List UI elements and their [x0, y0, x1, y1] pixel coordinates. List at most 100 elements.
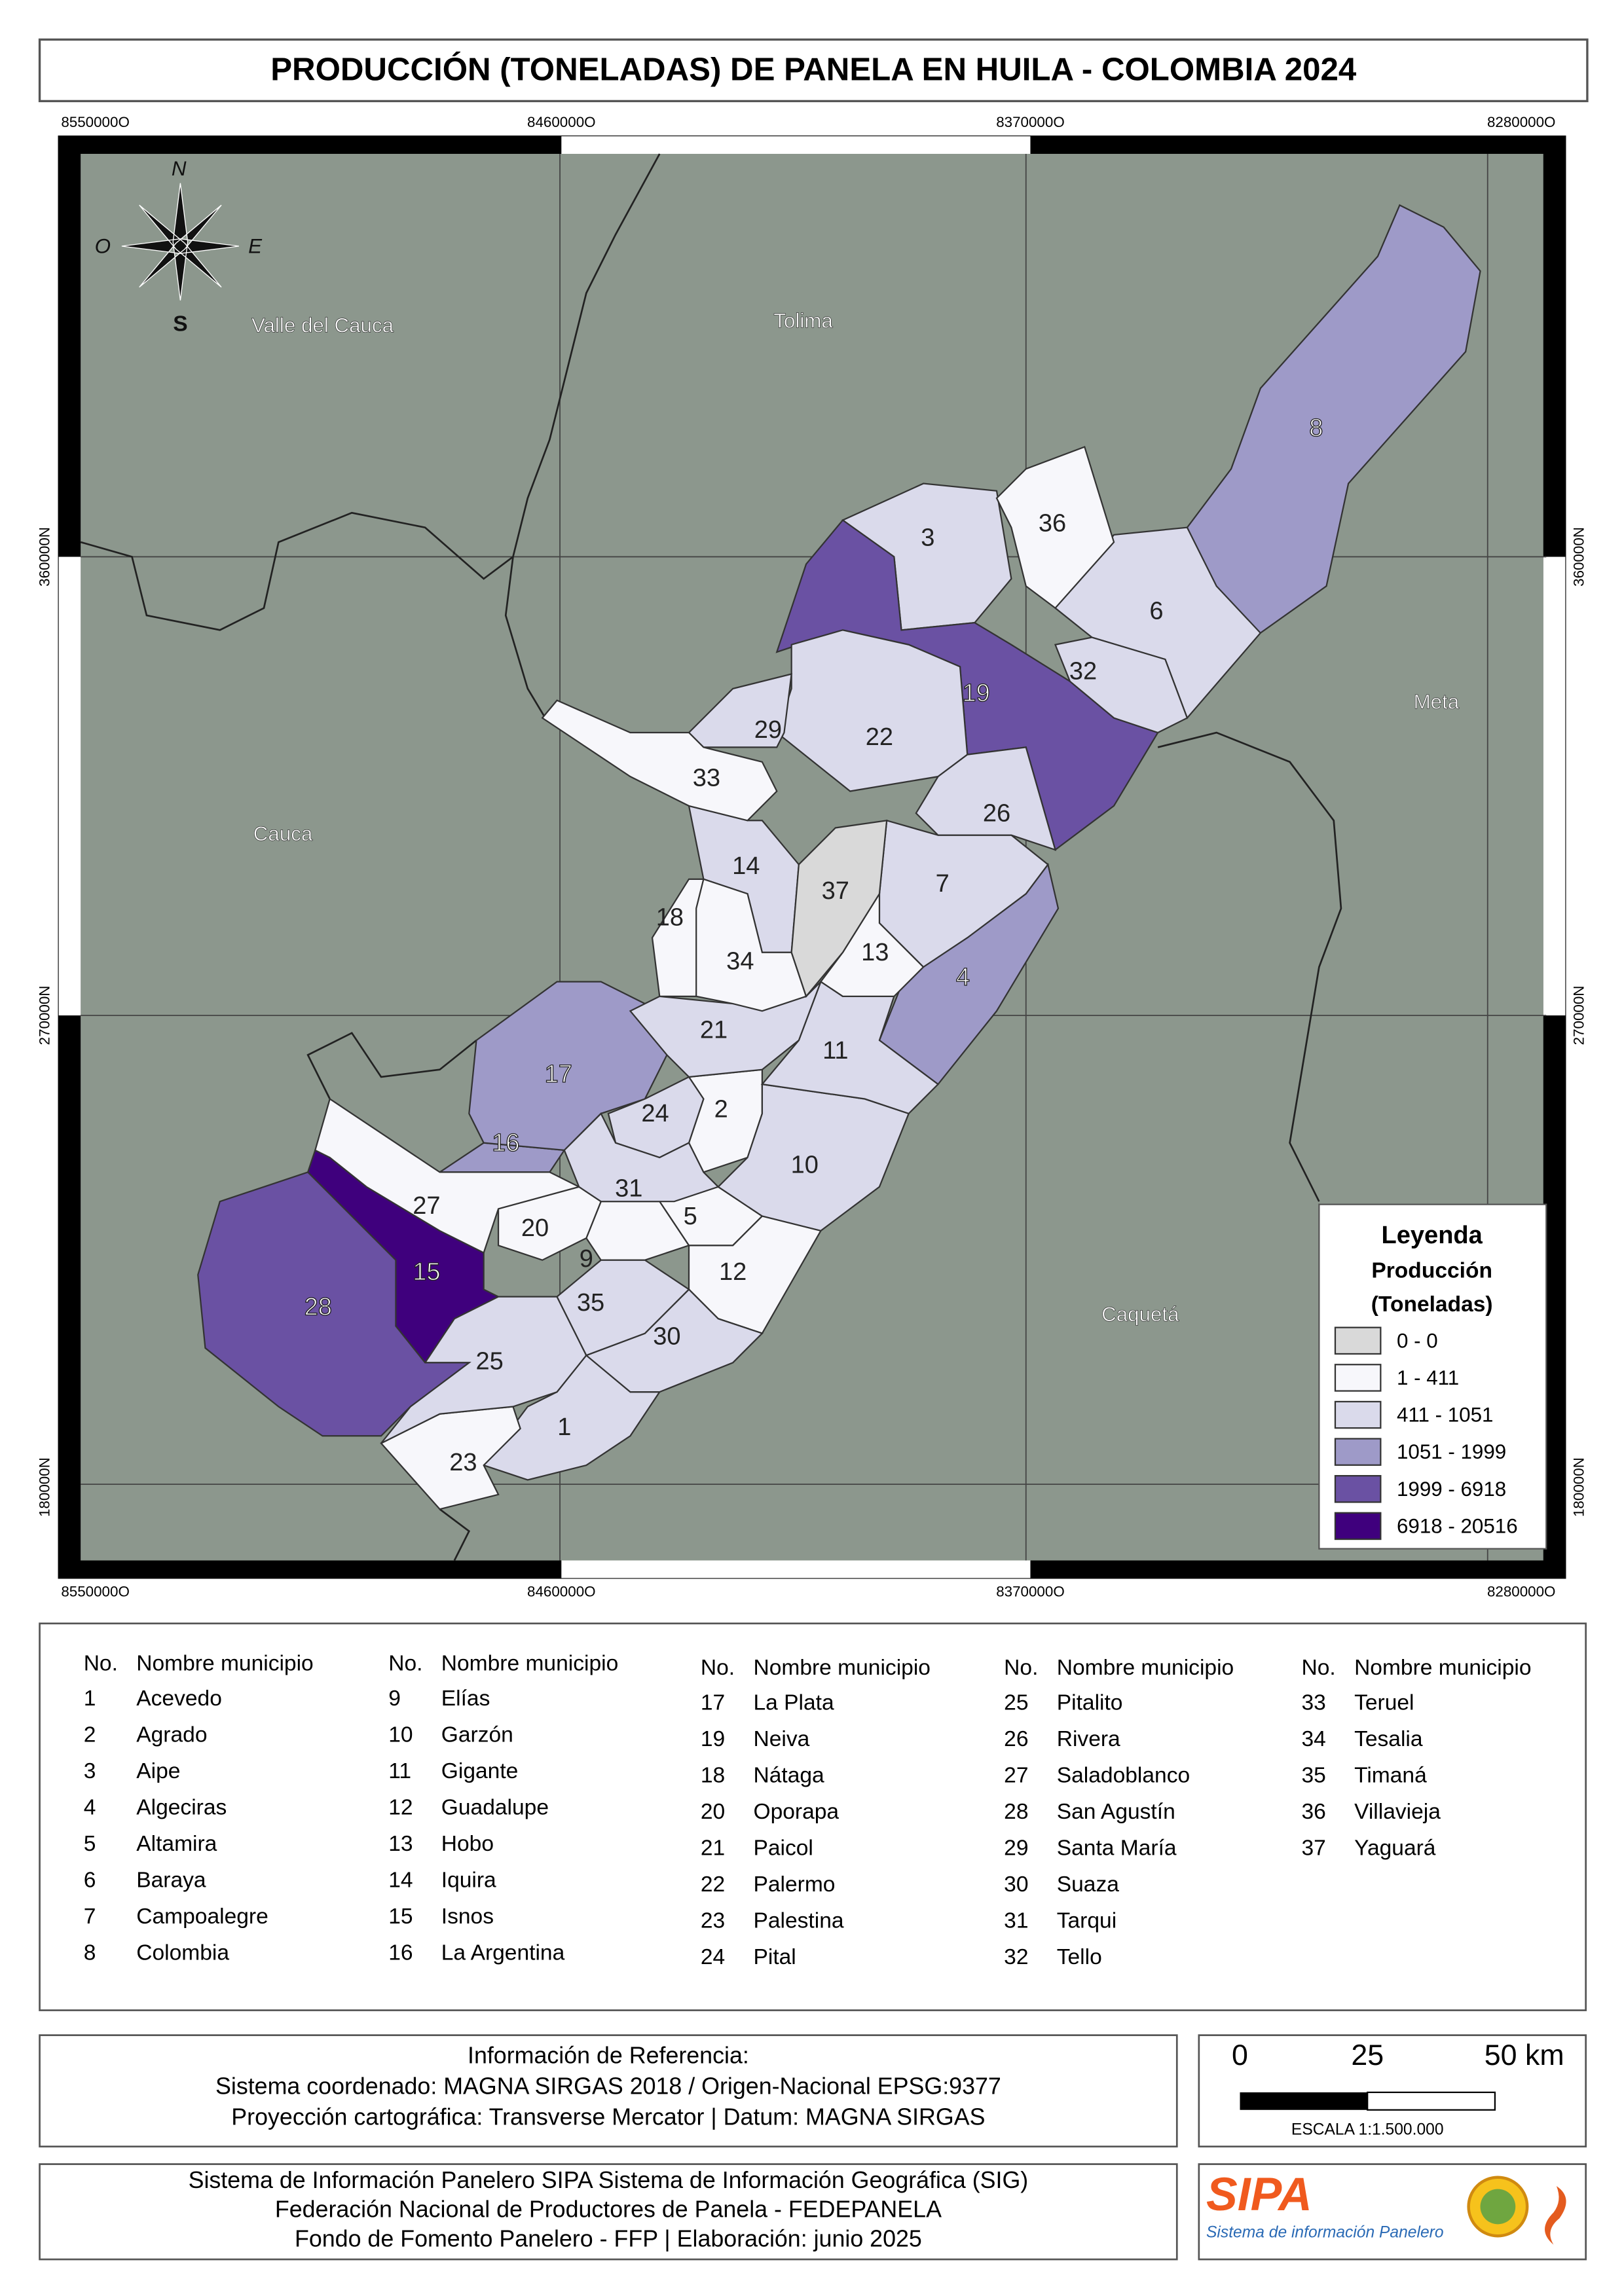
table-header: Nombre municipio	[441, 1651, 618, 1675]
municipality-label: 32	[1069, 657, 1097, 685]
title: PRODUCCIÓN (TONELADAS) DE PANELA EN HUIL…	[270, 51, 1357, 88]
table-number: 8	[84, 1941, 96, 1965]
table-number: 10	[388, 1722, 413, 1747]
municipality-label: 10	[791, 1152, 819, 1179]
table-name: Palestina	[753, 1909, 843, 1933]
scale-label: ESCALA 1:1.500.000	[1291, 2121, 1444, 2139]
municipality-label: 24	[641, 1100, 669, 1127]
department-label: Meta	[1414, 691, 1460, 714]
table-number: 37	[1302, 1836, 1326, 1861]
scale-bar	[1367, 2091, 1496, 2111]
municipality	[790, 819, 888, 998]
legend: Leyenda Producción (Toneladas) 0 - 0 1 - …	[1318, 1203, 1547, 1550]
scale-tick: 25	[1351, 2039, 1384, 2071]
table-number: 13	[388, 1832, 413, 1856]
department-borders	[80, 153, 1342, 1561]
table-header: No.	[388, 1651, 422, 1675]
table-name: Gigante	[441, 1759, 519, 1783]
legend-label: 1 - 411	[1397, 1366, 1459, 1389]
table-name: Tarqui	[1057, 1909, 1116, 1933]
municipality-label: 1	[557, 1413, 571, 1441]
table-name: Tesalia	[1354, 1727, 1423, 1751]
table-number: 29	[1004, 1836, 1028, 1861]
table-name: Baraya	[136, 1868, 206, 1893]
table-name: Suaza	[1057, 1872, 1119, 1897]
footer-line: Sistema de Información Panelero SIPA Sis…	[189, 2167, 1029, 2193]
legend-swatch	[1334, 1364, 1382, 1392]
table-name: Palermo	[753, 1872, 835, 1897]
table-name: San Agustín	[1057, 1800, 1175, 1824]
reference-line: Información de Referencia:	[468, 2043, 749, 2069]
municipality-label: 23	[449, 1449, 477, 1476]
table-header: Nombre municipio	[136, 1651, 313, 1675]
table-number: 18	[701, 1764, 725, 1788]
table-number: 26	[1004, 1727, 1028, 1751]
logo-fedepanela-inner	[1480, 2189, 1516, 2225]
y-coordinate: 270000N	[1571, 986, 1587, 1046]
table-number: 3	[84, 1759, 96, 1783]
table-number: 28	[1004, 1800, 1028, 1824]
table-name: La Argentina	[441, 1941, 565, 1965]
table-number: 14	[388, 1868, 413, 1893]
table-name: Algeciras	[136, 1796, 227, 1820]
table-header: Nombre municipio	[1057, 1656, 1234, 1680]
table-number: 2	[84, 1722, 96, 1747]
legend-swatch	[1334, 1512, 1382, 1540]
municipality	[556, 1259, 690, 1357]
table-header: Nombre municipio	[753, 1656, 930, 1680]
municipality-label: 13	[861, 939, 889, 966]
legend-swatch	[1334, 1326, 1382, 1355]
table-number: 4	[84, 1796, 96, 1820]
table-header: Nombre municipio	[1354, 1656, 1531, 1680]
table-number: 33	[1302, 1691, 1326, 1715]
municipality-label: 5	[684, 1203, 697, 1230]
compass-south: S	[173, 312, 187, 337]
legend-label: 1999 - 6918	[1397, 1478, 1506, 1501]
x-coordinate: 8370000O	[996, 1584, 1065, 1600]
municipality	[541, 699, 778, 822]
x-coordinate: 8280000O	[1487, 1584, 1556, 1600]
table-name: Villavieja	[1354, 1800, 1441, 1824]
table-number: 1	[84, 1686, 96, 1711]
table-number: 23	[701, 1909, 725, 1933]
table-number: 15	[388, 1904, 413, 1929]
municipality	[1054, 636, 1189, 734]
table-number: 12	[388, 1796, 413, 1820]
table-header: No.	[84, 1651, 118, 1675]
department-label: Tolima	[773, 310, 833, 333]
municipality-label: 18	[656, 903, 684, 931]
y-coordinate: 180000N	[1571, 1457, 1587, 1517]
table-number: 27	[1004, 1764, 1028, 1788]
table-number: 30	[1004, 1872, 1028, 1897]
municipality-label: 21	[700, 1017, 728, 1044]
municipality-label: 37	[822, 877, 849, 905]
table-number: 32	[1004, 1945, 1028, 1969]
municipality-label: 28	[304, 1294, 332, 1321]
table-number: 7	[84, 1904, 96, 1929]
table-name: Neiva	[753, 1727, 809, 1751]
municipality-label: 2	[714, 1095, 728, 1123]
legend-subtitle: Producción	[1371, 1258, 1492, 1283]
map: 1234567891011121314151617181920212223242…	[36, 114, 1587, 1600]
municipality-label: 25	[475, 1347, 503, 1375]
legend-label: 411 - 1051	[1397, 1404, 1493, 1427]
x-coordinate: 8370000O	[996, 114, 1065, 130]
table-name: La Plata	[753, 1691, 834, 1715]
legend-swatch	[1334, 1438, 1382, 1466]
municipality-label: 17	[545, 1061, 572, 1088]
municipality-label: 22	[866, 723, 893, 751]
table-name: Hobo	[441, 1832, 494, 1856]
table-name: Garzón	[441, 1722, 513, 1747]
municipality-label: 3	[921, 524, 934, 552]
municipality	[197, 1171, 471, 1437]
department-label: Valle del Cauca	[251, 314, 394, 337]
table-name: Acevedo	[136, 1686, 222, 1711]
table-name: Santa María	[1057, 1836, 1177, 1861]
table-name: Timaná	[1354, 1764, 1427, 1788]
logo-tagline: Sistema de información Panelero	[1206, 2223, 1444, 2241]
table-number: 24	[701, 1945, 725, 1969]
municipality	[1186, 204, 1481, 634]
table-number: 20	[701, 1800, 725, 1824]
table-name: Pitalito	[1057, 1691, 1123, 1715]
